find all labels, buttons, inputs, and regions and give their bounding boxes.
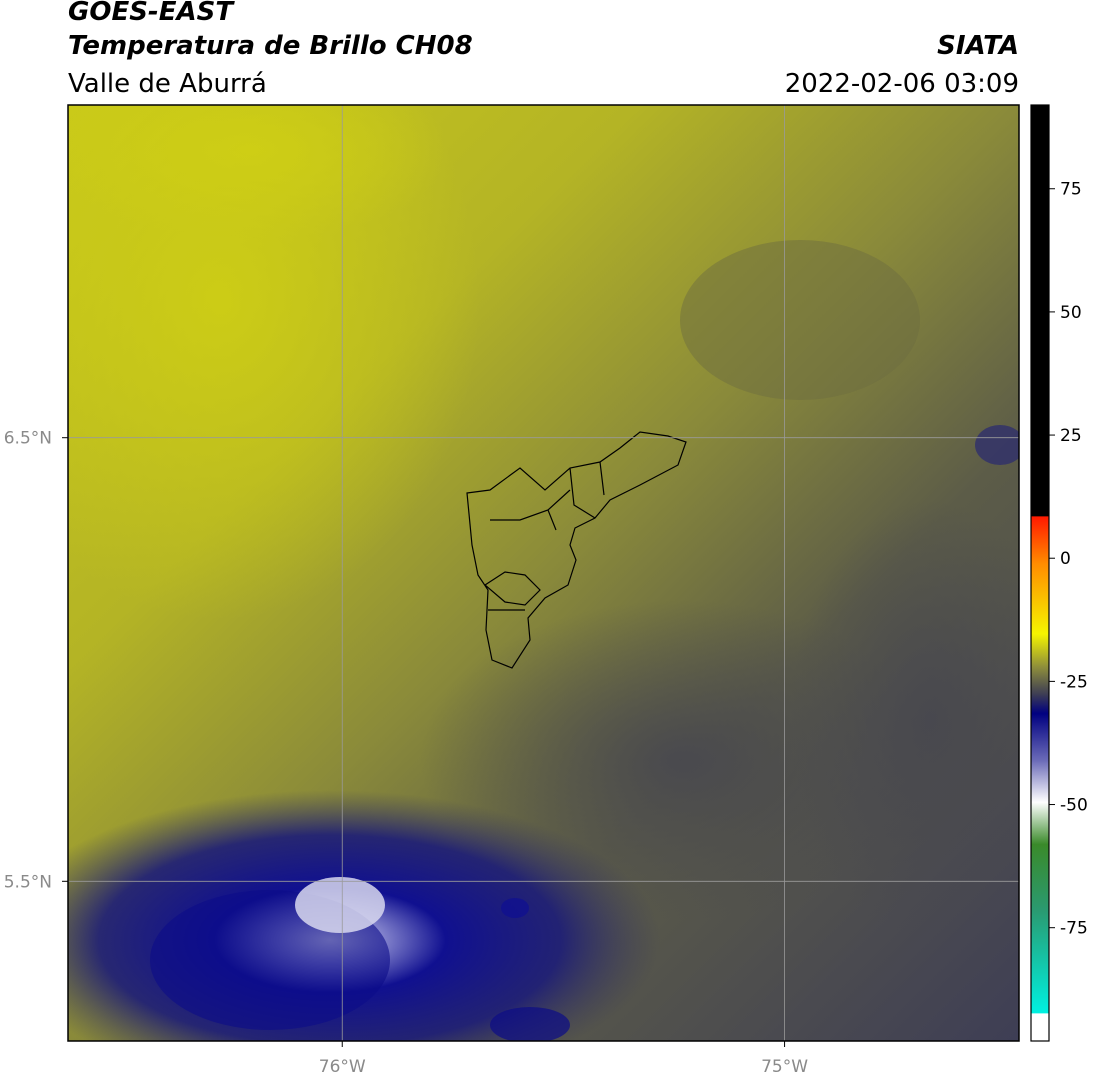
region: Valle de Aburrá — [68, 69, 267, 99]
source: SIATA — [937, 31, 1019, 61]
satellite-image — [68, 105, 1019, 1041]
graticule — [62, 105, 1019, 1047]
x-tick-label: 76°W — [319, 1057, 366, 1077]
datetime: 2022-02-06 03:09 — [785, 69, 1019, 99]
map-frame — [67, 104, 1020, 1042]
subtitle: Temperatura de Brillo CH08 — [68, 31, 473, 61]
colorbar-tick-label: 75 — [1060, 180, 1082, 200]
colorbar-tick-label: 0 — [1060, 549, 1071, 569]
x-tick-label: 75°W — [761, 1057, 808, 1077]
colorbar-tick-label: -50 — [1060, 796, 1088, 816]
colorbar-tick-label: -25 — [1060, 672, 1088, 692]
colorbar — [1030, 104, 1050, 1042]
colorbar-tick-label: 25 — [1060, 426, 1082, 446]
colorbar-ticks: 75 50 25 0 -25 -50 -75 — [1049, 180, 1088, 939]
colorbar-tick-label: 50 — [1060, 303, 1082, 323]
colorbar-tick-label: -75 — [1060, 919, 1088, 939]
municipality-outline — [466, 431, 687, 669]
title: GOES-EAST — [68, 0, 235, 27]
y-tick-label: 6.5°N — [4, 429, 52, 449]
y-tick-label: 5.5°N — [4, 872, 52, 892]
